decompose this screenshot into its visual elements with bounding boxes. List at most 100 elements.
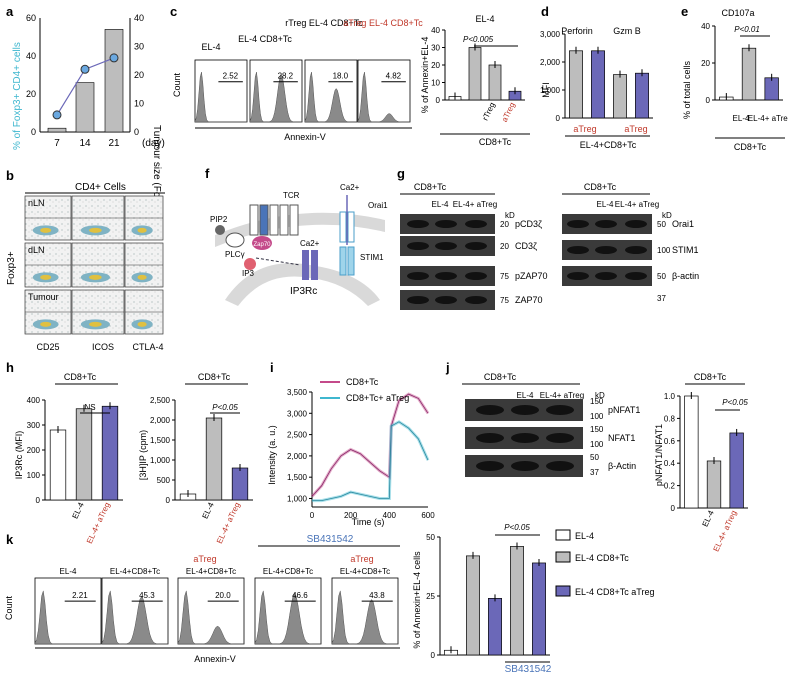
a-right-tick-0: 0 [134, 127, 139, 137]
g-right-kd-2: 50 [657, 272, 666, 281]
c-bar-ytick-3: 30 [431, 44, 440, 53]
h-right-ytick-3: 1,500 [150, 436, 171, 445]
a-point-0 [52, 110, 62, 120]
h-left-ylabel: IP3Rc (MFI) [14, 431, 24, 480]
i-legend-2: CD8+Tc+ aTreg [346, 393, 409, 403]
j-bar-ytick-2: 0.4 [664, 459, 676, 468]
c-bar-ylabel: % of Annexin+EL-4 [420, 37, 430, 114]
j-kd-a-2: 50 [590, 453, 599, 462]
f-ip3-label: IP3 [242, 269, 255, 278]
i-xtick-2: 400 [383, 511, 397, 520]
g-right-col-1: EL-4 [597, 200, 614, 209]
a-point-2 [109, 53, 119, 63]
c-bar-bar-1 [468, 47, 482, 101]
c-xlabel: Annexin-V [284, 132, 326, 142]
b-col-ctla4: CTLA-4 [132, 342, 163, 352]
c-header-rtreg: rTreg EL-4 CD8+Tc [285, 18, 363, 28]
j-kd-b-0: 100 [590, 412, 604, 421]
a-left-tick-1: 20 [26, 89, 36, 99]
g-right-col-2: EL-4+ aTreg [615, 200, 659, 209]
h-right-title: CD8+Tc [198, 372, 231, 382]
d-bar-ytick-0: 0 [556, 114, 561, 123]
i-ytick-3: 2,500 [287, 431, 308, 440]
c-hist-2-curve [304, 72, 357, 123]
panel-j: CD8+Tc EL-4 EL-4+ aTreg kD 150100pNFAT11… [462, 372, 748, 553]
g-left-blots: 20 pCD3ζ 20 CD3ζ 75 pZAP70 75 ZAP70 [400, 214, 548, 310]
c-hist-0-gate-value: 2.52 [223, 72, 239, 81]
c-bar-ytick-2: 20 [431, 61, 440, 70]
e-group: CD8+Tc [734, 142, 767, 152]
d-bar-bar-0 [569, 50, 583, 119]
g-right-kd-1: 100 [657, 246, 671, 255]
g-left-kd-0: 20 [500, 220, 509, 229]
h-right-bar-1 [205, 417, 223, 501]
k-bar-ylabel: % of Annexin+EL-4 cells [412, 551, 422, 649]
k-bar-ytick-2: 50 [426, 533, 435, 542]
panel-letter-i: i [270, 360, 274, 375]
k-over-3: aTreg [193, 554, 216, 564]
k-legend-1: EL-4 [575, 531, 594, 541]
b-row-tumour: Tumour [28, 292, 59, 302]
h-right-ytick-1: 500 [157, 476, 171, 485]
b-title: CD4+ Cells [75, 182, 126, 193]
j-bar-xcat-2: EL-4+ aTreg [712, 509, 739, 553]
i-xtick-1: 200 [344, 511, 358, 520]
j-blots: 150 100 pNFAT1 150 100 NFAT1 50 37 β-Actin [465, 397, 640, 477]
g-right-kd: kD [662, 211, 672, 220]
k-hist-3-gate-value: 46.6 [292, 591, 308, 600]
h-left-bar-0 [49, 429, 67, 501]
panel-f: TCR Ca2+ Orai1 PIP2 PLCγ Zap70 IP3 Ca2+ … [210, 183, 388, 306]
a-left-ticks: 0 20 40 60 [26, 13, 36, 137]
c-bar-ytick-1: 10 [431, 79, 440, 88]
f-stim1: STIM1 [360, 253, 384, 262]
i-ylabel: Intensity (a. u.) [267, 425, 277, 485]
a-points [52, 53, 119, 120]
h-right-xcat-1: EL-4 [201, 501, 217, 521]
h-left-ytick-1: 100 [27, 471, 41, 480]
a-right-tick-4: 40 [134, 13, 144, 23]
panel-letter-k: k [6, 532, 14, 547]
c-ylabel: Count [172, 73, 182, 98]
c-hist-0-curve [194, 72, 247, 123]
c-header-atreg: aTreg EL-4 CD8+Tc [343, 18, 423, 28]
j-bar-bar-0 [684, 395, 699, 509]
d-bar-ytick-1: 1,000 [540, 86, 561, 95]
k-bar-bar-2 [488, 598, 502, 656]
c-hist-3-gate-value: 4.82 [386, 72, 402, 81]
d-bar-bar-3 [635, 72, 649, 119]
e-title: CD107a [721, 8, 754, 18]
j-col-2: EL-4+ aTreg [540, 391, 584, 400]
k-hist-3-curve [254, 590, 321, 645]
k-bar-ytick-0: 0 [431, 651, 436, 660]
g-left-name-3: ZAP70 [515, 295, 543, 305]
k-bar-ytick-1: 25 [426, 592, 435, 601]
d-group: EL-4+CD8+Tc [580, 140, 637, 150]
d-label-gzmb: Gzm B [613, 26, 641, 36]
a-right-tick-1: 10 [134, 99, 144, 109]
k-hist-4-label: EL-4+CD8+Tc [340, 567, 390, 576]
h-left-xcat-1: EL-4 [71, 501, 87, 521]
a-xtick-7: 7 [54, 138, 60, 149]
panel-letter-f: f [205, 166, 210, 181]
j-bar-title: CD8+Tc [694, 372, 727, 382]
k-bar-bar-1 [466, 555, 480, 656]
e-pval: P<0.01 [734, 25, 760, 34]
i-xtick-0: 0 [310, 511, 315, 520]
i-band-0 [310, 392, 430, 498]
i-ytick-4: 3,000 [287, 409, 308, 418]
panel-letter-g: g [397, 166, 405, 181]
d-sub-1: aTreg [573, 124, 596, 134]
k-bar-bar-3 [510, 546, 524, 656]
a-left-tick-0: 0 [31, 127, 36, 137]
a-ylabel-right: Tumour size (Fold) [151, 125, 162, 209]
h-pval: P<0.05 [212, 403, 238, 412]
f-zap70 [252, 236, 272, 250]
h-left-ytick-2: 200 [27, 446, 41, 455]
d-label-perforin: Perforin [561, 26, 593, 36]
h-left-xcat-2: EL-4+ aTreg [85, 501, 112, 545]
e-bar-chart: 0 20 40 [701, 22, 783, 105]
b-col-icos: ICOS [92, 342, 114, 352]
d-bar-chart: 0 1,000 2,000 3,000 [540, 30, 653, 123]
